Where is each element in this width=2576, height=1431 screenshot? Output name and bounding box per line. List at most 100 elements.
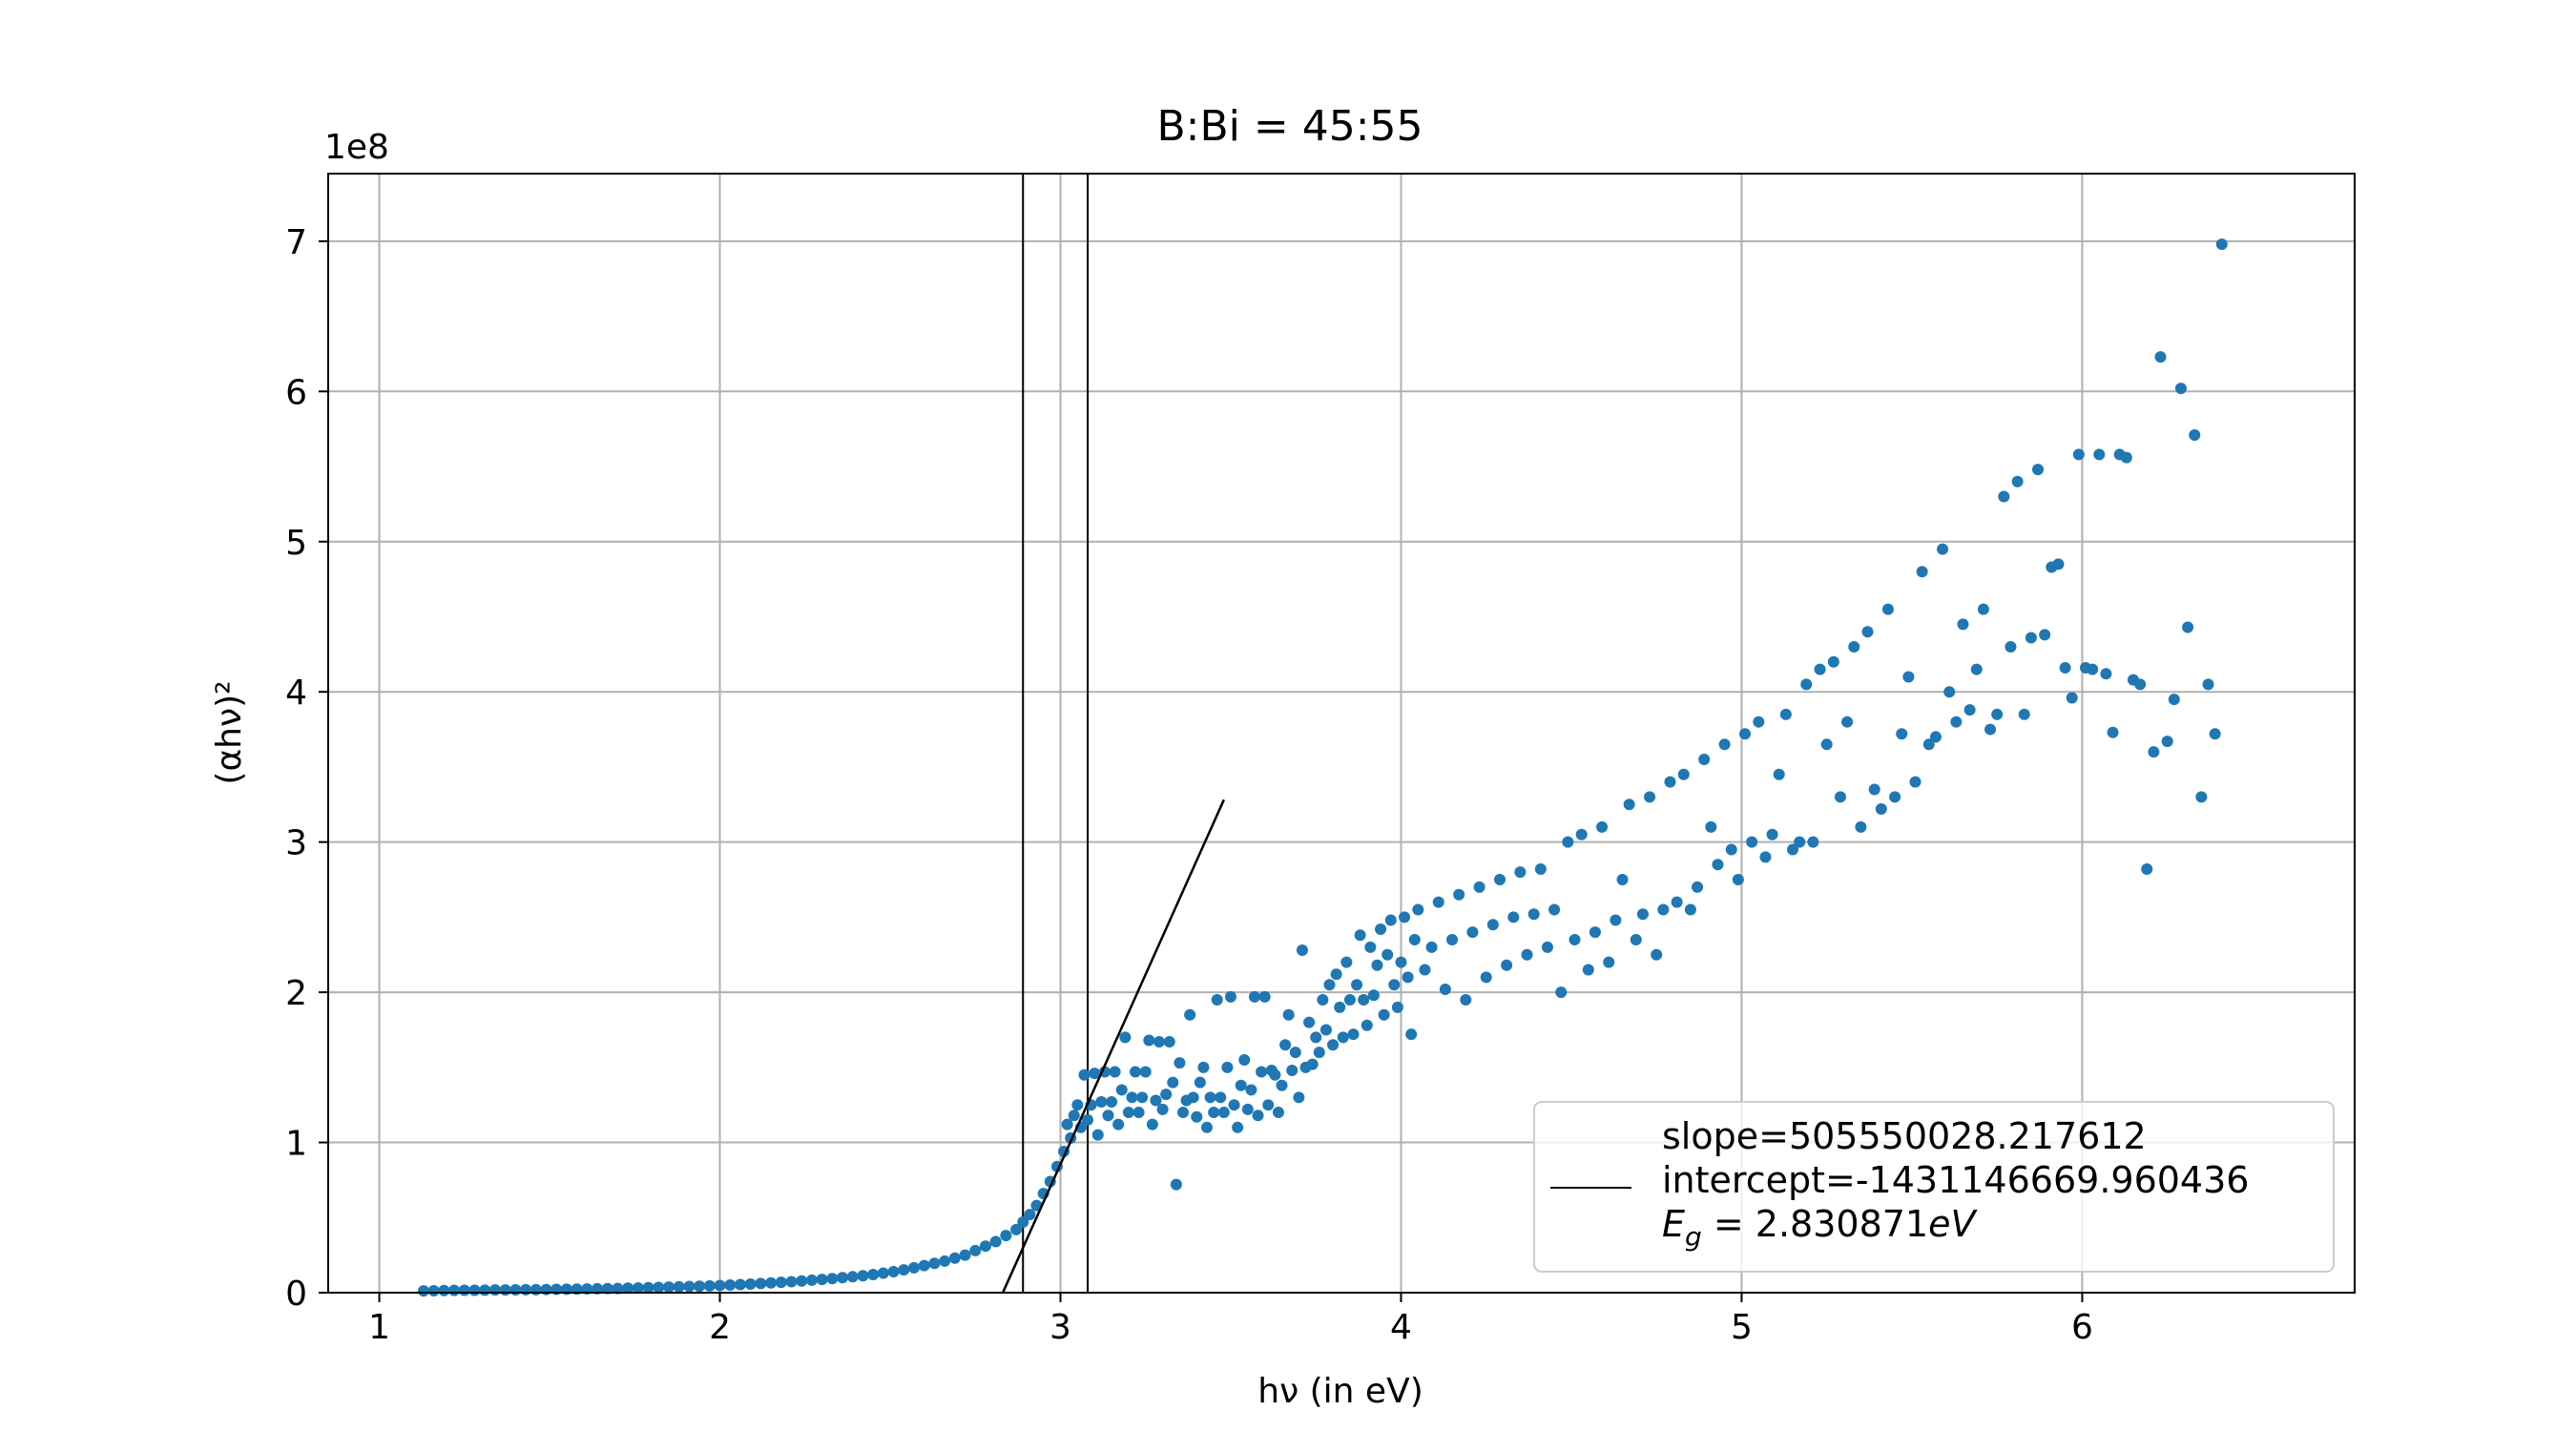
data-point	[1446, 933, 1459, 945]
data-point	[1378, 1008, 1390, 1021]
data-point	[1235, 1079, 1247, 1091]
data-point	[2032, 464, 2045, 476]
data-point	[1725, 843, 1737, 856]
data-point	[1889, 791, 1901, 803]
data-point	[1130, 1066, 1142, 1078]
data-point	[1340, 956, 1353, 968]
data-point	[1191, 1110, 1203, 1123]
data-point	[1507, 911, 1520, 923]
data-point	[1548, 903, 1561, 916]
data-point	[1174, 1057, 1186, 1069]
data-point	[1395, 956, 1407, 968]
data-point	[1282, 1008, 1295, 1021]
data-point	[979, 1240, 991, 1253]
data-point	[1705, 820, 1717, 833]
data-point	[1381, 948, 1394, 961]
data-point	[1245, 1084, 1257, 1096]
data-point	[1215, 1091, 1227, 1104]
data-point	[1555, 986, 1568, 999]
data-point	[755, 1277, 767, 1290]
legend-bandgap-symbol: E	[1662, 1203, 1685, 1245]
data-point	[2154, 351, 2167, 363]
x-tick-label: 3	[1049, 1308, 1071, 1347]
data-point	[1252, 1110, 1264, 1122]
legend-box	[1533, 1101, 2335, 1273]
data-point	[1248, 990, 1260, 1003]
data-point	[1827, 655, 1839, 668]
x-tick-label: 6	[2071, 1308, 2093, 1347]
fit-line-layer	[1001, 798, 1225, 1295]
data-point	[1197, 1061, 1210, 1073]
linear-fit-line	[1001, 798, 1225, 1295]
data-point	[1746, 836, 1758, 848]
data-point	[805, 1274, 818, 1286]
data-point	[1306, 1058, 1319, 1070]
data-point	[1143, 1034, 1155, 1047]
data-point	[1200, 1121, 1213, 1133]
data-point	[417, 1285, 429, 1297]
data-point	[826, 1273, 839, 1285]
data-point	[846, 1271, 859, 1283]
legend-bandgap-unit: eV	[1928, 1203, 1978, 1245]
data-point	[1514, 866, 1527, 879]
data-point	[1868, 783, 1880, 796]
data-point	[1402, 971, 1414, 984]
data-point	[1521, 948, 1533, 961]
data-point	[1466, 926, 1479, 939]
y-tick-label: 2	[285, 974, 307, 1013]
data-point	[1187, 1091, 1199, 1104]
data-point	[1412, 903, 1424, 916]
legend-intercept: intercept=-1431146669.960436	[1662, 1159, 2249, 1201]
data-point	[2209, 728, 2221, 740]
data-point	[1937, 543, 1949, 555]
data-point	[1228, 1099, 1240, 1111]
data-point	[1167, 1076, 1179, 1089]
data-point	[969, 1244, 982, 1256]
data-point	[1977, 603, 1989, 615]
data-point	[2025, 632, 2037, 644]
data-point	[898, 1264, 910, 1276]
data-point	[877, 1267, 889, 1279]
data-point	[1269, 1068, 1281, 1081]
data-point	[1759, 851, 1772, 863]
data-point	[1814, 663, 1826, 675]
data-point	[1153, 1036, 1166, 1048]
data-point	[1848, 640, 1860, 653]
data-point	[1970, 663, 1983, 675]
data-point	[1671, 896, 1683, 908]
y-tick-label: 7	[285, 223, 307, 262]
legend-bandgap: Eg = 2.830871eV	[1662, 1203, 1979, 1253]
data-point	[479, 1284, 491, 1296]
data-point	[2052, 558, 2065, 570]
data-point	[1262, 1099, 1275, 1111]
data-point	[2168, 694, 2180, 706]
data-point	[1375, 923, 1387, 935]
data-point	[1991, 708, 2004, 720]
data-point	[1753, 716, 1765, 728]
y-tick-label: 4	[285, 674, 307, 713]
x-tick-label: 1	[368, 1308, 390, 1347]
data-point	[1616, 874, 1629, 886]
data-point	[1010, 1223, 1023, 1235]
data-point	[1779, 708, 1792, 720]
data-point	[1091, 1129, 1104, 1141]
data-point	[1501, 959, 1513, 971]
data-point	[1347, 1028, 1360, 1041]
data-point	[867, 1268, 880, 1280]
data-point	[857, 1270, 869, 1282]
data-point	[1000, 1230, 1012, 1242]
data-point	[887, 1265, 900, 1277]
data-point	[2215, 238, 2228, 251]
data-point	[530, 1283, 542, 1296]
data-point	[1071, 1099, 1084, 1111]
data-point	[1115, 1084, 1128, 1096]
data-point	[1786, 843, 1798, 856]
data-point	[1241, 1103, 1254, 1115]
data-point	[1582, 964, 1594, 976]
data-point	[1603, 956, 1615, 968]
data-point	[1082, 1113, 1094, 1126]
data-point	[1119, 1031, 1132, 1044]
data-point	[918, 1259, 930, 1272]
plot-frame	[327, 173, 2356, 1294]
